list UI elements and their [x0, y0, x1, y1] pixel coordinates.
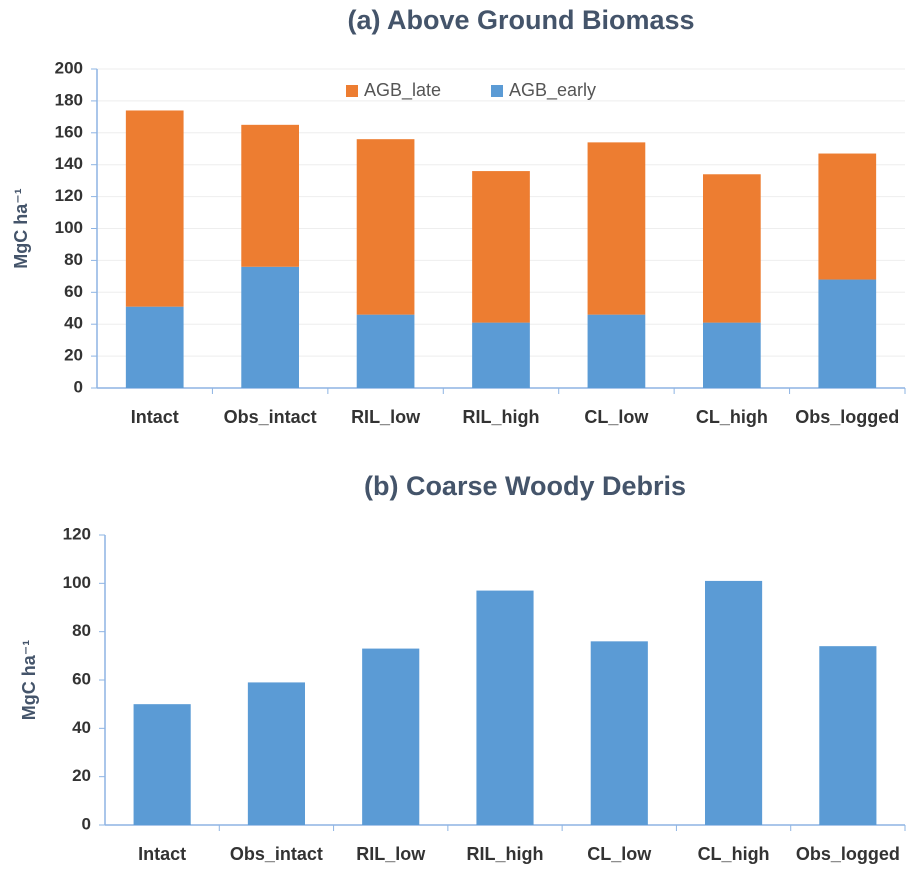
bar	[819, 646, 877, 825]
x-tick-label: CL_high	[696, 407, 768, 427]
bar	[590, 641, 648, 825]
y-tick-label: 80	[64, 250, 83, 269]
bar	[705, 580, 763, 825]
x-tick-label: RIL_high	[467, 844, 544, 864]
y-tick-label: 180	[55, 90, 83, 109]
y-tick-label: 100	[63, 573, 91, 592]
y-tick-label: 140	[55, 154, 83, 173]
bar-segment	[587, 314, 646, 388]
y-tick-label: 100	[55, 218, 83, 237]
y-tick-label: 80	[72, 621, 91, 640]
bar-segment	[587, 142, 646, 315]
y-tick-label: 20	[72, 766, 91, 785]
y-tick-label: 0	[74, 377, 83, 396]
y-tick-label: 40	[64, 314, 83, 333]
y-tick-label: 120	[63, 524, 91, 543]
y-tick-label: 200	[55, 58, 83, 77]
legend-label: AGB_early	[509, 80, 596, 101]
y-axis-label: MgC ha⁻¹	[11, 188, 31, 269]
x-tick-label: RIL_low	[356, 844, 426, 864]
bar-segment	[241, 124, 299, 267]
bar-segment	[472, 171, 530, 323]
x-tick-label: Obs_logged	[796, 844, 900, 864]
bar-segment	[356, 314, 415, 388]
bar	[362, 648, 420, 825]
x-tick-label: CL_low	[584, 407, 649, 427]
y-tick-label: 0	[82, 814, 91, 833]
bar-segment	[125, 306, 184, 388]
bar-segment	[356, 139, 415, 315]
x-tick-label: Obs_intact	[224, 407, 317, 427]
y-tick-label: 60	[72, 669, 91, 688]
chart-title: (a) Above Ground Biomass	[347, 5, 694, 35]
bar-segment	[703, 322, 761, 388]
chart-title: (b) Coarse Woody Debris	[364, 471, 686, 501]
legend-label: AGB_late	[364, 80, 441, 101]
x-tick-label: Intact	[138, 844, 186, 864]
y-tick-label: 20	[64, 346, 83, 365]
y-tick-label: 60	[64, 282, 83, 301]
x-tick-label: CL_low	[587, 844, 652, 864]
y-tick-label: 120	[55, 186, 83, 205]
x-tick-label: RIL_low	[351, 407, 421, 427]
x-tick-label: Obs_intact	[230, 844, 323, 864]
x-tick-label: CL_high	[698, 844, 770, 864]
legend-swatch	[491, 85, 503, 97]
legend-swatch	[346, 85, 358, 97]
bar-segment	[818, 153, 877, 280]
x-tick-label: Obs_logged	[795, 407, 899, 427]
bar-segment	[818, 279, 877, 388]
x-tick-label: Intact	[131, 407, 179, 427]
x-tick-label: RIL_high	[463, 407, 540, 427]
y-tick-label: 40	[72, 718, 91, 737]
y-tick-label: 160	[55, 122, 83, 141]
bar-segment	[703, 174, 761, 323]
bar-segment	[241, 266, 299, 388]
bar	[476, 590, 534, 825]
bar-segment	[125, 110, 184, 307]
bar	[247, 682, 305, 825]
bar-segment	[472, 322, 530, 388]
bar	[133, 704, 191, 825]
y-axis-label: MgC ha⁻¹	[19, 640, 39, 721]
